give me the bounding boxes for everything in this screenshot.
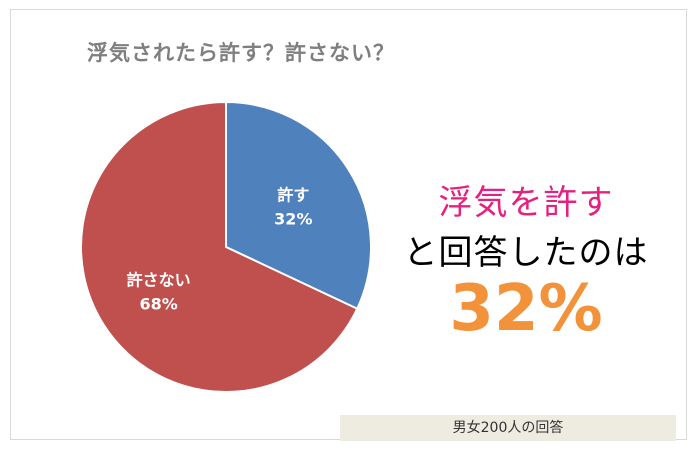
pie-slice-label-0: 許す — [277, 185, 309, 204]
pie-slice-1 — [80, 100, 359, 393]
chart-title: 浮気されたら許す？許さない？ — [87, 41, 395, 65]
pie-slice-0 — [225, 100, 372, 311]
chart-frame: 浮気されたら許す？許さない？ 許す 32% 許さない 68% 浮気を許す と回答したの… — [10, 9, 687, 441]
pie-slice-value-0: 32% — [274, 209, 312, 228]
pie-slice-value-1: 68% — [140, 295, 178, 314]
pie-chart: 許す 32% 許さない 68% — [80, 100, 372, 393]
headline-line1: 浮気を許す — [438, 183, 614, 223]
headline-value: 32% — [449, 272, 603, 346]
pie-slice-label-1: 許さない — [127, 271, 191, 290]
headline-line2: と回答したのは — [403, 233, 649, 273]
footnote: 男女200人の回答 — [340, 415, 676, 441]
